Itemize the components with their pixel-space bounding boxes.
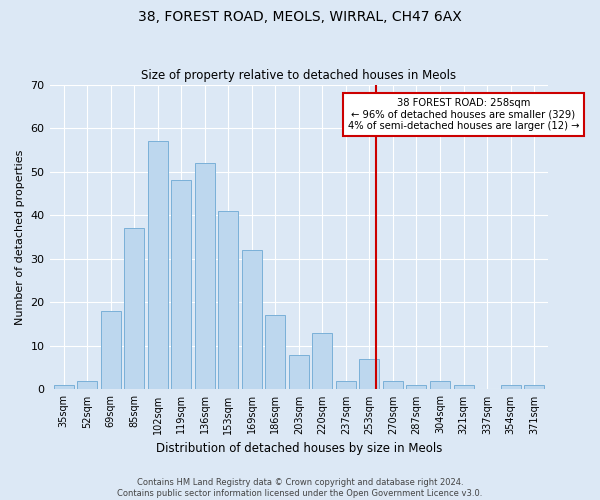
Bar <box>53 385 74 390</box>
X-axis label: Distribution of detached houses by size in Meols: Distribution of detached houses by size … <box>155 442 442 455</box>
Bar <box>77 380 97 390</box>
Bar <box>289 354 309 390</box>
Bar <box>406 385 427 390</box>
Title: Size of property relative to detached houses in Meols: Size of property relative to detached ho… <box>142 69 457 82</box>
Y-axis label: Number of detached properties: Number of detached properties <box>15 150 25 324</box>
Bar <box>242 250 262 390</box>
Bar <box>524 385 544 390</box>
Bar <box>195 163 215 390</box>
Bar <box>171 180 191 390</box>
Bar <box>359 359 379 390</box>
Bar <box>383 380 403 390</box>
Text: 38 FOREST ROAD: 258sqm
← 96% of detached houses are smaller (329)
4% of semi-det: 38 FOREST ROAD: 258sqm ← 96% of detached… <box>348 98 579 131</box>
Bar <box>430 380 450 390</box>
Bar <box>336 380 356 390</box>
Bar <box>101 311 121 390</box>
Bar <box>265 316 286 390</box>
Bar <box>148 141 168 390</box>
Text: 38, FOREST ROAD, MEOLS, WIRRAL, CH47 6AX: 38, FOREST ROAD, MEOLS, WIRRAL, CH47 6AX <box>138 10 462 24</box>
Bar <box>313 333 332 390</box>
Text: Contains HM Land Registry data © Crown copyright and database right 2024.
Contai: Contains HM Land Registry data © Crown c… <box>118 478 482 498</box>
Bar <box>454 385 473 390</box>
Bar <box>124 228 144 390</box>
Bar <box>218 211 238 390</box>
Bar <box>500 385 521 390</box>
